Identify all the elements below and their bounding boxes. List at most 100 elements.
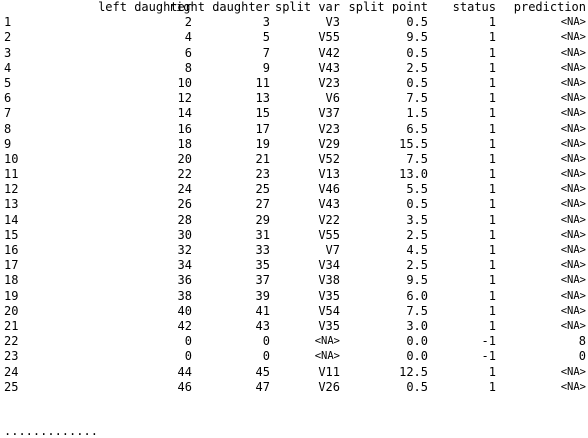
cell-status: 1 bbox=[488, 136, 496, 151]
row-number: 24 bbox=[4, 364, 19, 379]
cell-status: 1 bbox=[488, 15, 496, 30]
table-row: 13 26 27 V43 0.5 1 <NA> bbox=[4, 197, 588, 212]
cell-prediction: <NA> bbox=[560, 107, 586, 120]
row-number: 13 bbox=[4, 197, 19, 212]
cell-prediction: <NA> bbox=[560, 46, 586, 59]
cell-left-daughter: 24 bbox=[177, 182, 192, 197]
cell-left-daughter: 26 bbox=[177, 197, 192, 212]
cell-right-daughter: 11 bbox=[255, 75, 270, 90]
cell-prediction: <NA> bbox=[560, 244, 586, 256]
cell-status: -1 bbox=[481, 349, 496, 364]
cell-prediction: <NA> bbox=[560, 122, 586, 135]
table-row: 18 36 37 V38 9.5 1 <NA> bbox=[4, 273, 588, 288]
cell-status: 1 bbox=[488, 151, 496, 166]
table-row: 7 14 15 V37 1.5 1 <NA> bbox=[4, 106, 588, 121]
cell-left-daughter: 40 bbox=[177, 303, 192, 318]
cell-split-var: V38 bbox=[318, 273, 340, 288]
cell-status: 1 bbox=[488, 121, 496, 136]
cell-left-daughter: 16 bbox=[177, 121, 192, 136]
cell-prediction: <NA> bbox=[560, 16, 586, 29]
cell-split-var: V29 bbox=[318, 136, 340, 151]
cell-left-daughter: 10 bbox=[177, 75, 192, 90]
cell-left-daughter: 30 bbox=[177, 227, 192, 242]
row-number: 11 bbox=[4, 167, 19, 182]
cell-prediction: <NA> bbox=[560, 152, 586, 165]
table-row: 3 6 7 V42 0.5 1 <NA> bbox=[4, 46, 588, 61]
table-row: 21 42 43 V35 3.0 1 <NA> bbox=[4, 319, 588, 334]
cell-split-var: V26 bbox=[318, 379, 340, 394]
cell-status: 1 bbox=[488, 106, 496, 121]
cell-prediction: 8 bbox=[578, 334, 586, 349]
cell-status: 1 bbox=[488, 243, 496, 257]
cell-right-daughter: 0 bbox=[262, 334, 270, 349]
cell-split-var: V3 bbox=[325, 15, 340, 30]
cell-right-daughter: 21 bbox=[255, 151, 270, 166]
cell-status: 1 bbox=[488, 273, 496, 288]
table-row: 11 22 23 V13 13.0 1 <NA> bbox=[4, 167, 588, 182]
cell-right-daughter: 13 bbox=[255, 91, 270, 106]
cell-split-point: 7.5 bbox=[406, 303, 428, 318]
cell-prediction: <NA> bbox=[560, 319, 586, 332]
cell-split-point: 2.5 bbox=[406, 258, 428, 273]
cell-right-daughter: 5 bbox=[262, 30, 270, 45]
row-number: 22 bbox=[4, 334, 19, 349]
cell-prediction: <NA> bbox=[560, 228, 586, 241]
cell-right-daughter: 7 bbox=[262, 45, 270, 60]
cell-right-daughter: 29 bbox=[255, 212, 270, 227]
cell-status: 1 bbox=[488, 318, 496, 333]
cell-split-var: V55 bbox=[318, 227, 340, 242]
cell-split-point: 6.5 bbox=[406, 121, 428, 136]
cell-prediction: <NA> bbox=[560, 61, 586, 74]
row-number: 21 bbox=[4, 318, 19, 333]
cell-prediction: 0 bbox=[578, 349, 586, 364]
cell-right-daughter: 15 bbox=[255, 106, 270, 121]
cell-split-point: 0.5 bbox=[406, 197, 428, 212]
truncation-ellipsis: ............. bbox=[4, 424, 98, 438]
cell-right-daughter: 47 bbox=[255, 379, 270, 394]
cell-status: 1 bbox=[488, 227, 496, 242]
cell-left-daughter: 4 bbox=[184, 30, 192, 45]
cell-prediction: <NA> bbox=[560, 274, 586, 287]
cell-right-daughter: 3 bbox=[262, 15, 270, 30]
table-row: 15 30 31 V55 2.5 1 <NA> bbox=[4, 228, 588, 243]
cell-split-var: V35 bbox=[318, 318, 340, 333]
cell-prediction: <NA> bbox=[560, 31, 586, 44]
header-split-point: split point bbox=[348, 0, 428, 14]
table-body: 1 2 3 V3 0.5 1 <NA> 2 4 5 V55 9.5 1 <NA> 3 6 7 V42 0.5 1 <NA… bbox=[4, 15, 588, 395]
table-row: 10 20 21 V52 7.5 1 <NA> bbox=[4, 152, 588, 167]
table-row: 12 24 25 V46 5.5 1 <NA> bbox=[4, 182, 588, 197]
cell-split-point: 12.5 bbox=[399, 364, 428, 379]
cell-split-point: 0.5 bbox=[406, 379, 428, 394]
row-number: 18 bbox=[4, 273, 19, 288]
cell-left-daughter: 8 bbox=[184, 60, 192, 75]
cell-status: 1 bbox=[488, 182, 496, 197]
table-row: 14 28 29 V22 3.5 1 <NA> bbox=[4, 213, 588, 228]
cell-prediction: <NA> bbox=[560, 168, 586, 181]
cell-status: 1 bbox=[488, 60, 496, 75]
cell-split-point: 6.0 bbox=[406, 288, 428, 303]
header-split-var: split var bbox=[274, 0, 340, 14]
table-row: 2 4 5 V55 9.5 1 <NA> bbox=[4, 30, 588, 45]
cell-split-var: V37 bbox=[318, 106, 340, 121]
cell-split-var: V46 bbox=[318, 182, 340, 197]
table-row: 5 10 11 V23 0.5 1 <NA> bbox=[4, 76, 588, 91]
cell-split-var: V52 bbox=[318, 151, 340, 166]
cell-left-daughter: 46 bbox=[177, 379, 192, 394]
cell-left-daughter: 42 bbox=[177, 318, 192, 333]
row-number: 6 bbox=[4, 91, 12, 106]
cell-left-daughter: 18 bbox=[177, 136, 192, 151]
cell-right-daughter: 45 bbox=[255, 364, 270, 379]
r-console-output: left daughter right daughter split var s… bbox=[4, 0, 588, 395]
cell-status: 1 bbox=[488, 288, 496, 303]
cell-split-point: 13.0 bbox=[399, 167, 428, 182]
cell-prediction: <NA> bbox=[560, 213, 586, 226]
cell-split-var: V6 bbox=[325, 91, 340, 106]
row-number: 5 bbox=[4, 75, 12, 90]
table-row: 16 32 33 V7 4.5 1 <NA> bbox=[4, 243, 588, 258]
cell-split-point: 15.5 bbox=[399, 136, 428, 151]
cell-right-daughter: 35 bbox=[255, 258, 270, 273]
table-header-row: left daughter right daughter split var s… bbox=[4, 0, 588, 15]
cell-split-point: 1.5 bbox=[406, 106, 428, 121]
cell-status: -1 bbox=[481, 334, 496, 349]
cell-split-var: V42 bbox=[318, 45, 340, 60]
